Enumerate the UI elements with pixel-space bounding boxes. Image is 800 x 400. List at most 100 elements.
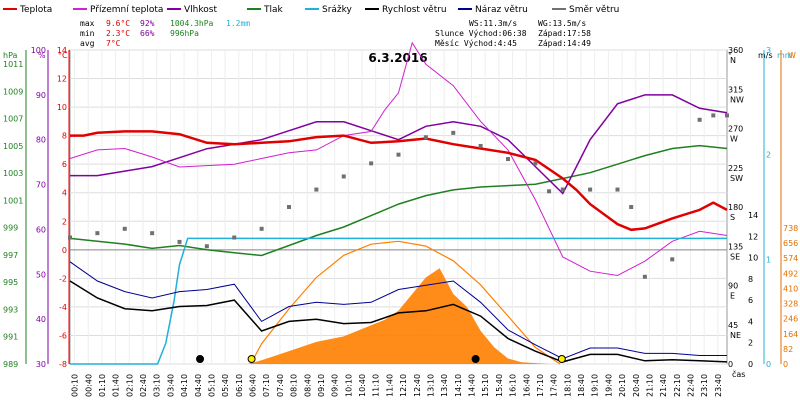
tick-ms: 14: [748, 211, 758, 220]
tick-deg: -4: [59, 303, 67, 312]
tick-deg: 0: [62, 246, 67, 255]
series-wind-direction-point: [547, 189, 552, 194]
tick-time: 16:10: [509, 374, 518, 397]
tick-dir: 135: [728, 242, 743, 251]
tick-ms: 0: [748, 360, 753, 369]
tick-time: 07:40: [276, 374, 285, 397]
series-wind-direction-point: [95, 231, 100, 236]
series-wind-direction-point: [478, 143, 483, 148]
tick-hpa: 1007: [3, 115, 23, 124]
tick-time: 16:40: [522, 374, 531, 397]
tick-w: 246: [783, 315, 798, 324]
axis-unit-hpa: hPa: [3, 51, 18, 60]
tick-dir: 45: [728, 321, 738, 330]
axis-unit-pct: %: [38, 51, 46, 60]
tick-hpa: 1005: [3, 142, 23, 151]
tick-ms: 6: [748, 296, 753, 305]
tick-time: 12:10: [399, 374, 408, 397]
tick-time: 05:10: [207, 374, 216, 397]
tick-w: 738: [783, 224, 798, 233]
tick-time: 22:40: [687, 374, 696, 397]
tick-time: 00:40: [84, 374, 93, 397]
tick-pct: 50: [36, 270, 46, 279]
series-rain: [70, 237, 727, 365]
tick-dir-label: NW: [730, 95, 744, 104]
series-wind-direction-point: [451, 130, 456, 135]
stats-value: 92%: [140, 19, 155, 28]
tick-mm: 0: [766, 360, 771, 369]
info-moonrise: Měsíc Východ:4:45: [435, 39, 517, 48]
tick-ms: 12: [748, 232, 758, 241]
tick-time: 08:10: [290, 374, 299, 397]
stats-value: min: [80, 29, 95, 38]
stats-value: 1.2mm: [226, 19, 250, 28]
axis-unit-w: W: [788, 51, 796, 60]
tick-hpa: 993: [3, 305, 18, 314]
tick-dir: 315: [728, 85, 743, 94]
chart-title: 6.3.2016: [368, 51, 427, 65]
series-wind-direction-point: [506, 157, 510, 162]
tick-time: 02:40: [139, 374, 148, 397]
tick-w: 574: [783, 254, 798, 263]
tick-time: 23:40: [714, 374, 723, 397]
tick-time: 19:10: [591, 374, 600, 397]
tick-time: 01:10: [98, 374, 107, 397]
stats-value: max: [80, 19, 95, 28]
stats-value: 7°C: [106, 39, 121, 48]
legend-label: Přízemní teplota: [90, 5, 163, 15]
tick-hpa: 1003: [3, 169, 23, 178]
tick-deg: 12: [57, 75, 67, 84]
tick-time: 04:10: [180, 374, 189, 397]
legend-label: Náraz větru: [475, 5, 528, 15]
tick-w: 328: [783, 300, 798, 309]
tick-w: 410: [783, 284, 798, 293]
tick-hpa: 997: [3, 251, 18, 260]
tick-ms: 10: [748, 254, 758, 263]
moonset-marker: [471, 355, 480, 363]
tick-time: 12:40: [413, 374, 422, 397]
axis-unit-ms: m/s: [758, 51, 773, 60]
tick-ms: 8: [748, 275, 753, 284]
tick-pct: 80: [36, 136, 46, 145]
tick-time: 13:10: [426, 374, 435, 397]
sunset-marker: [557, 355, 566, 363]
tick-pct: 100: [31, 46, 46, 55]
tick-pct: 90: [36, 91, 46, 100]
series-wind-direction-point: [314, 187, 319, 192]
tick-hpa: 1001: [3, 196, 23, 205]
series-wind-direction-point: [259, 226, 264, 231]
moonrise-marker: [196, 355, 205, 363]
series-wind-direction-point: [725, 113, 729, 118]
tick-ms: 2: [748, 339, 753, 348]
tick-time: 09:10: [317, 374, 326, 397]
tick-hpa: 991: [3, 333, 18, 342]
tick-time: 02:10: [125, 374, 134, 397]
tick-w: 0: [783, 360, 788, 369]
series-wind-direction-point: [697, 117, 702, 122]
series-wind-direction-point: [341, 174, 346, 179]
tick-dir: 360: [728, 46, 743, 55]
tick-time: 09:40: [331, 374, 340, 397]
tick-pct: 60: [36, 225, 46, 234]
stats-value: 996hPa: [170, 29, 199, 38]
legend-label: Tlak: [263, 5, 284, 15]
series-wind-direction-point: [396, 152, 401, 157]
series-wind-direction-point: [369, 161, 374, 166]
axis-unit-deg: °C: [58, 51, 68, 60]
tick-time: 01:40: [112, 374, 121, 397]
tick-time: 03:10: [153, 374, 162, 397]
legend-label: Vlhkost: [184, 5, 217, 15]
legend-label: Rychlost větru: [382, 5, 447, 15]
tick-pct: 40: [36, 315, 46, 324]
info-wg: WG:13.5m/s: [538, 19, 586, 28]
stats-value: 66%: [140, 29, 155, 38]
tick-mm: 3: [766, 46, 771, 55]
axis-unit-time: čas: [732, 369, 745, 379]
tick-mm: 2: [766, 151, 771, 160]
series-wind-direction-point: [711, 113, 716, 118]
sunrise-marker: [247, 355, 256, 363]
tick-hpa: 1011: [3, 60, 23, 69]
tick-dir-label: W: [730, 135, 738, 144]
tick-deg: -6: [59, 331, 67, 340]
